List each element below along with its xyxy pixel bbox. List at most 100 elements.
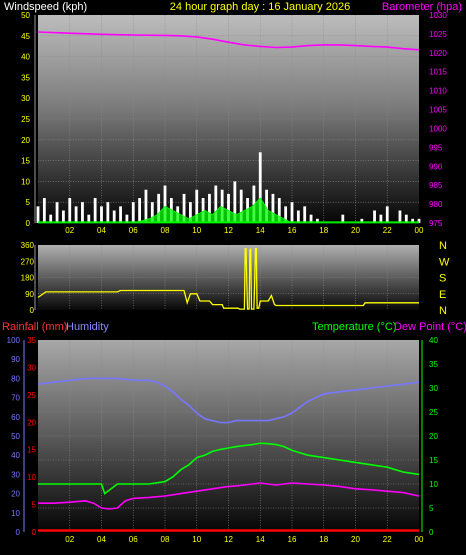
temperature-y-tick-label: 10 [429, 480, 438, 489]
temperature-y-tick-label: 0 [429, 528, 434, 537]
temp-x-tick-label: 12 [224, 535, 233, 544]
direction-y-tick-label: 360 [21, 241, 35, 250]
windspeed-bar [201, 198, 205, 223]
wind-x-tick-label: 00 [415, 226, 424, 235]
windspeed-bar [316, 218, 319, 223]
barometer-y-tick-label: 1025 [429, 30, 447, 39]
wind-y-tick-label: 25 [21, 115, 30, 124]
windspeed-bar [93, 198, 97, 223]
windspeed-bar [277, 198, 281, 223]
barometer-y-tick-label: 995 [429, 143, 443, 152]
windspeed-bar [296, 210, 300, 223]
wind-y-tick-label: 20 [21, 136, 30, 145]
temperature-y-tick-label: 25 [429, 408, 438, 417]
barometer-axis-title: Barometer (hpa) [382, 1, 462, 13]
wind-y-tick-label: 50 [21, 11, 30, 20]
windspeed-bar [309, 214, 313, 223]
temp-x-tick-label: 04 [97, 535, 106, 544]
direction-compass-label: N [439, 305, 447, 317]
windspeed-bar [379, 214, 383, 223]
windspeed-bar [144, 189, 148, 223]
humidity-y-tick-label: 30 [11, 470, 20, 479]
windspeed-bar [68, 198, 72, 223]
rainfall-y-tick-label: 35 [27, 336, 36, 345]
windspeed-bar [138, 198, 141, 223]
temperature-y-tick-label: 5 [429, 504, 434, 513]
windspeed-bar [398, 210, 402, 223]
wind-x-tick-label: 06 [129, 226, 138, 235]
rainfall-y-tick-label: 10 [27, 473, 36, 482]
windspeed-bar [87, 214, 91, 223]
windspeed-bar [112, 210, 116, 223]
wind-y-tick-label: 0 [26, 219, 31, 228]
temp-x-tick-label: 18 [319, 535, 328, 544]
wind-y-tick-label: 30 [21, 94, 30, 103]
humidity-axis-title: Humidity [66, 321, 109, 333]
wind-y-tick-label: 10 [21, 177, 30, 186]
windspeed-bar [55, 202, 59, 223]
temp-x-tick-label: 06 [129, 535, 138, 544]
windspeed-bar [233, 181, 237, 223]
wind-x-tick-label: 14 [256, 226, 265, 235]
windspeed-bar [373, 210, 376, 223]
temp-x-tick-label: 22 [383, 535, 392, 544]
humidity-y-tick-label: 50 [11, 432, 20, 441]
humidity-y-tick-label: 40 [11, 451, 20, 460]
barometer-y-tick-label: 985 [429, 181, 443, 190]
windspeed-bar [360, 218, 364, 223]
wind-x-tick-label: 02 [65, 226, 74, 235]
windspeed-bar [100, 206, 103, 223]
wind-x-tick-label: 22 [383, 226, 392, 235]
windspeed-bar [157, 193, 161, 223]
barometer-y-tick-label: 1000 [429, 124, 447, 133]
windspeed-bar [227, 193, 230, 223]
direction-y-tick-label: 90 [25, 290, 34, 299]
windspeed-bar [411, 218, 415, 223]
temp-x-tick-label: 02 [65, 535, 74, 544]
windspeed-bar [182, 193, 186, 223]
humidity-y-tick-label: 70 [11, 394, 20, 403]
direction-y-tick-label: 0 [30, 306, 35, 315]
windspeed-bar [163, 185, 167, 223]
humidity-y-tick-label: 80 [11, 374, 20, 383]
windspeed-bar [36, 206, 40, 223]
direction-y-tick-label: 270 [21, 257, 35, 266]
wind-x-tick-label: 12 [224, 226, 233, 235]
rainfall-axis-title: Rainfall (mm) [2, 321, 67, 333]
windspeed-bar [290, 202, 294, 223]
humidity-y-tick-label: 0 [16, 528, 21, 537]
wind-direction-line [37, 247, 419, 310]
direction-compass-label: S [439, 273, 446, 285]
windspeed-bar [303, 206, 307, 223]
wind-x-tick-label: 04 [97, 226, 106, 235]
dewpoint-axis-title: Dew Point (°C) [394, 321, 466, 333]
temperature-line [38, 442, 420, 495]
windspeed-bar [284, 206, 288, 223]
windspeed-bar [265, 189, 268, 223]
windspeed-bar [271, 193, 275, 223]
wind-x-tick-label: 16 [288, 226, 297, 235]
rainfall-y-tick-label: 0 [32, 528, 37, 537]
rainfall-y-tick-label: 20 [27, 418, 36, 427]
windspeed-axis-title: Windspeed (kph) [4, 1, 87, 13]
barometer-y-tick-label: 1010 [429, 87, 447, 96]
windspeed-bar [49, 214, 53, 223]
rainfall-y-tick-label: 5 [32, 501, 37, 510]
windspeed-bar [125, 214, 129, 223]
windspeed-bar [417, 218, 421, 223]
temp-x-tick-label: 20 [351, 535, 360, 544]
wind-y-tick-label: 15 [21, 157, 30, 166]
barometer-y-tick-label: 980 [429, 200, 443, 209]
temperature-y-tick-label: 15 [429, 456, 438, 465]
windspeed-bar [208, 193, 211, 223]
temperature-axis-title: Temperature (°C) [312, 321, 396, 333]
direction-compass-label: W [439, 256, 450, 268]
barometer-y-tick-label: 1020 [429, 49, 447, 58]
temperature-y-tick-label: 30 [429, 384, 438, 393]
rainfall-y-tick-label: 25 [27, 391, 36, 400]
windspeed-bar [220, 189, 224, 223]
barometer-y-tick-label: 990 [429, 162, 443, 171]
windspeed-bar [42, 198, 46, 223]
windspeed-bar [195, 189, 199, 223]
